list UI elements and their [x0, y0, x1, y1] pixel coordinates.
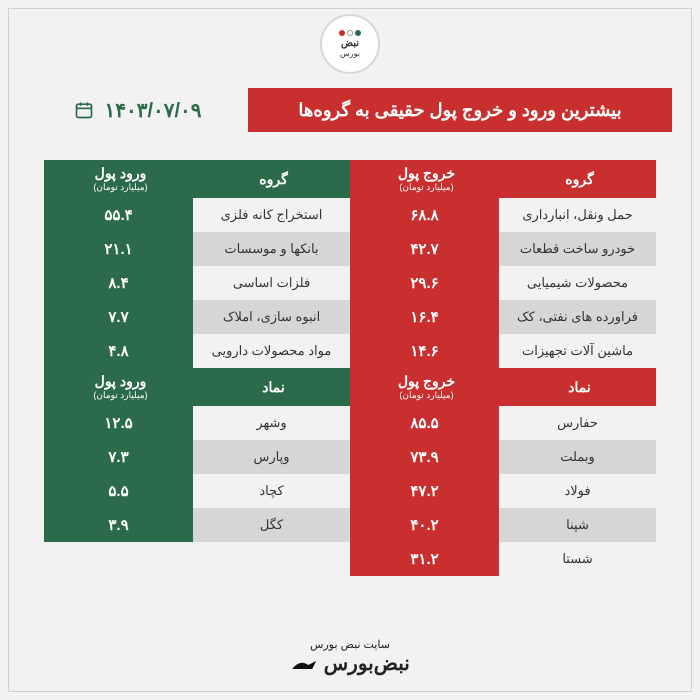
- table-row: فلزات اساسی۸.۴: [44, 266, 350, 300]
- row-value: ۵۵.۴: [44, 198, 193, 232]
- row-value: ۴.۸: [44, 334, 193, 368]
- row-name: شپنا: [499, 508, 656, 542]
- row-name: فراورده های نفتی، کک: [499, 300, 656, 334]
- date-text: ۱۴۰۳/۰۷/۰۹: [104, 98, 201, 123]
- table-row: مواد محصولات دارویی۴.۸: [44, 334, 350, 368]
- row-name: وبملت: [499, 440, 656, 474]
- row-value: ۷.۳: [44, 440, 193, 474]
- top-logo: نبض بورس: [320, 14, 380, 74]
- row-value: ۳.۹: [44, 508, 193, 542]
- row-value: ۸.۴: [44, 266, 193, 300]
- table-row: حفارس۸۵.۵: [350, 406, 656, 440]
- footer-line1: سایت نبض بورس: [290, 638, 410, 651]
- row-value: ۴۷.۲: [350, 474, 499, 508]
- table-row: خودرو ساخت قطعات۴۲.۷: [350, 232, 656, 266]
- row-name: حمل ونقل، انبارداری: [499, 198, 656, 232]
- row-value: ۱۶.۴: [350, 300, 499, 334]
- table-row: وبملت۷۳.۹: [350, 440, 656, 474]
- row-value: ۴۰.۲: [350, 508, 499, 542]
- table-row: ماشین آلات تجهیزات۱۴.۶: [350, 334, 656, 368]
- row-value: ۴۲.۷: [350, 232, 499, 266]
- row-name: خودرو ساخت قطعات: [499, 232, 656, 266]
- row-value: ۸۵.۵: [350, 406, 499, 440]
- page-title: بیشترین ورود و خروج پول حقیقی به گروه‌ها: [248, 88, 672, 132]
- table-row: کگل۳.۹: [44, 508, 350, 542]
- table-row: فراورده های نفتی، کک۱۶.۴: [350, 300, 656, 334]
- table-row: استخراج کانه فلزی۵۵.۴: [44, 198, 350, 232]
- row-value: ۱۲.۵: [44, 406, 193, 440]
- row-value: ۷.۷: [44, 300, 193, 334]
- row-name: فولاد: [499, 474, 656, 508]
- outflow-symbol-header: نماد: [503, 368, 656, 406]
- tables-container: گروه خروج پول (میلیارد تومان) حمل ونقل، …: [44, 160, 656, 576]
- row-name: وپارس: [193, 440, 350, 474]
- row-value: ۳۱.۲: [350, 542, 499, 576]
- row-value: ۷۳.۹: [350, 440, 499, 474]
- title-bar: بیشترین ورود و خروج پول حقیقی به گروه‌ها…: [28, 88, 672, 132]
- table-row: وشهر۱۲.۵: [44, 406, 350, 440]
- row-name: وشهر: [193, 406, 350, 440]
- table-row: کچاد۵.۵: [44, 474, 350, 508]
- footer-line2: نبض‌بورس: [290, 651, 410, 676]
- table-row: فولاد۴۷.۲: [350, 474, 656, 508]
- row-name: بانکها و موسسات: [193, 232, 350, 266]
- row-name: استخراج کانه فلزی: [193, 198, 350, 232]
- logo-sub: بورس: [340, 49, 360, 58]
- row-name: شستا: [499, 542, 656, 576]
- row-value: ۶۸.۸: [350, 198, 499, 232]
- row-name: کگل: [193, 508, 350, 542]
- table-row: شستا۳۱.۲: [350, 542, 656, 576]
- outflow-value-header: خروج پول (میلیارد تومان): [350, 160, 503, 198]
- outflow-value-header2: خروج پول (میلیارد تومان): [350, 368, 503, 406]
- inflow-group-header: گروه: [197, 160, 350, 198]
- row-value: ۲۹.۶: [350, 266, 499, 300]
- row-name: کچاد: [193, 474, 350, 508]
- table-row: بانکها و موسسات۲۱.۱: [44, 232, 350, 266]
- inflow-column: گروه ورود پول (میلیارد تومان) استخراج کا…: [44, 160, 350, 576]
- row-name: انبوه سازی، املاک: [193, 300, 350, 334]
- outflow-group-header: گروه: [503, 160, 656, 198]
- inflow-symbol-header: نماد: [197, 368, 350, 406]
- date-display: ۱۴۰۳/۰۷/۰۹: [28, 88, 248, 132]
- inflow-value-header2: ورود پول (میلیارد تومان): [44, 368, 197, 406]
- outflow-column: گروه خروج پول (میلیارد تومان) حمل ونقل، …: [350, 160, 656, 576]
- inflow-value-header: ورود پول (میلیارد تومان): [44, 160, 197, 198]
- footer-logo: سایت نبض بورس نبض‌بورس: [290, 638, 410, 676]
- row-name: مواد محصولات دارویی: [193, 334, 350, 368]
- calendar-icon: [74, 100, 94, 120]
- table-row: محصولات شیمیایی۲۹.۶: [350, 266, 656, 300]
- row-name: فلزات اساسی: [193, 266, 350, 300]
- table-row: حمل ونقل، انبارداری۶۸.۸: [350, 198, 656, 232]
- row-value: ۱۴.۶: [350, 334, 499, 368]
- table-row: شپنا۴۰.۲: [350, 508, 656, 542]
- row-name: ماشین آلات تجهیزات: [499, 334, 656, 368]
- row-name: حفارس: [499, 406, 656, 440]
- row-name: محصولات شیمیایی: [499, 266, 656, 300]
- row-value: ۲۱.۱: [44, 232, 193, 266]
- logo-text: نبض: [341, 38, 359, 49]
- table-row: انبوه سازی، املاک۷.۷: [44, 300, 350, 334]
- table-row: وپارس۷.۳: [44, 440, 350, 474]
- row-value: ۵.۵: [44, 474, 193, 508]
